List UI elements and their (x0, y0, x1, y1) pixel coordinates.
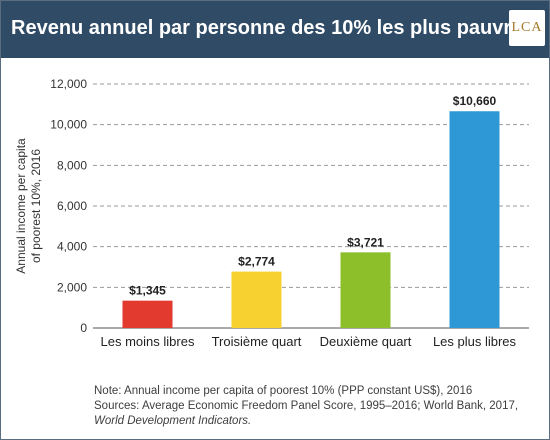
title-banner: Revenu annuel par personne des 10% les p… (1, 1, 549, 58)
y-tick-label: 12,000 (50, 77, 87, 91)
chart-notes: Note: Annual income per capita of poores… (94, 384, 518, 429)
y-tick-label: 8,000 (57, 158, 87, 172)
y-tick-label: 10,000 (50, 118, 87, 132)
bar-chart: 0 2,000 4,000 6,000 8,000 10,000 12,000 Annual … (14, 77, 529, 349)
sources-text: Sources: Average Economic Freedom Panel … (94, 400, 519, 412)
y-axis-label: of poorest 10%, 2016 (29, 149, 43, 263)
y-tick-label: 0 (80, 321, 87, 335)
y-tick-label: 2,000 (57, 280, 87, 294)
y-axis-label: Annual income per capita (14, 138, 28, 274)
lca-logo: LCA (509, 10, 545, 46)
page-title: Revenu annuel par personne des 10% les p… (11, 17, 534, 39)
data-label: $10,660 (453, 94, 497, 108)
bar (449, 111, 500, 328)
x-tick-label: Les moins libres (101, 334, 195, 349)
bar (231, 271, 282, 328)
bar (122, 300, 173, 328)
y-tick-label: 4,000 (57, 240, 87, 254)
sources-text-continued: World Development Indicators. (94, 415, 252, 427)
x-tick-label: Les plus libres (433, 334, 517, 349)
x-tick-label: Troisième quart (212, 334, 302, 349)
data-label: $3,721 (347, 235, 384, 249)
x-tick-label: Deuxième quart (320, 334, 412, 349)
bar (340, 252, 391, 328)
data-label: $2,774 (238, 255, 275, 269)
data-label: $1,345 (129, 284, 166, 298)
note-text: Note: Annual income per capita of poores… (94, 385, 473, 397)
y-tick-label: 6,000 (57, 199, 87, 213)
